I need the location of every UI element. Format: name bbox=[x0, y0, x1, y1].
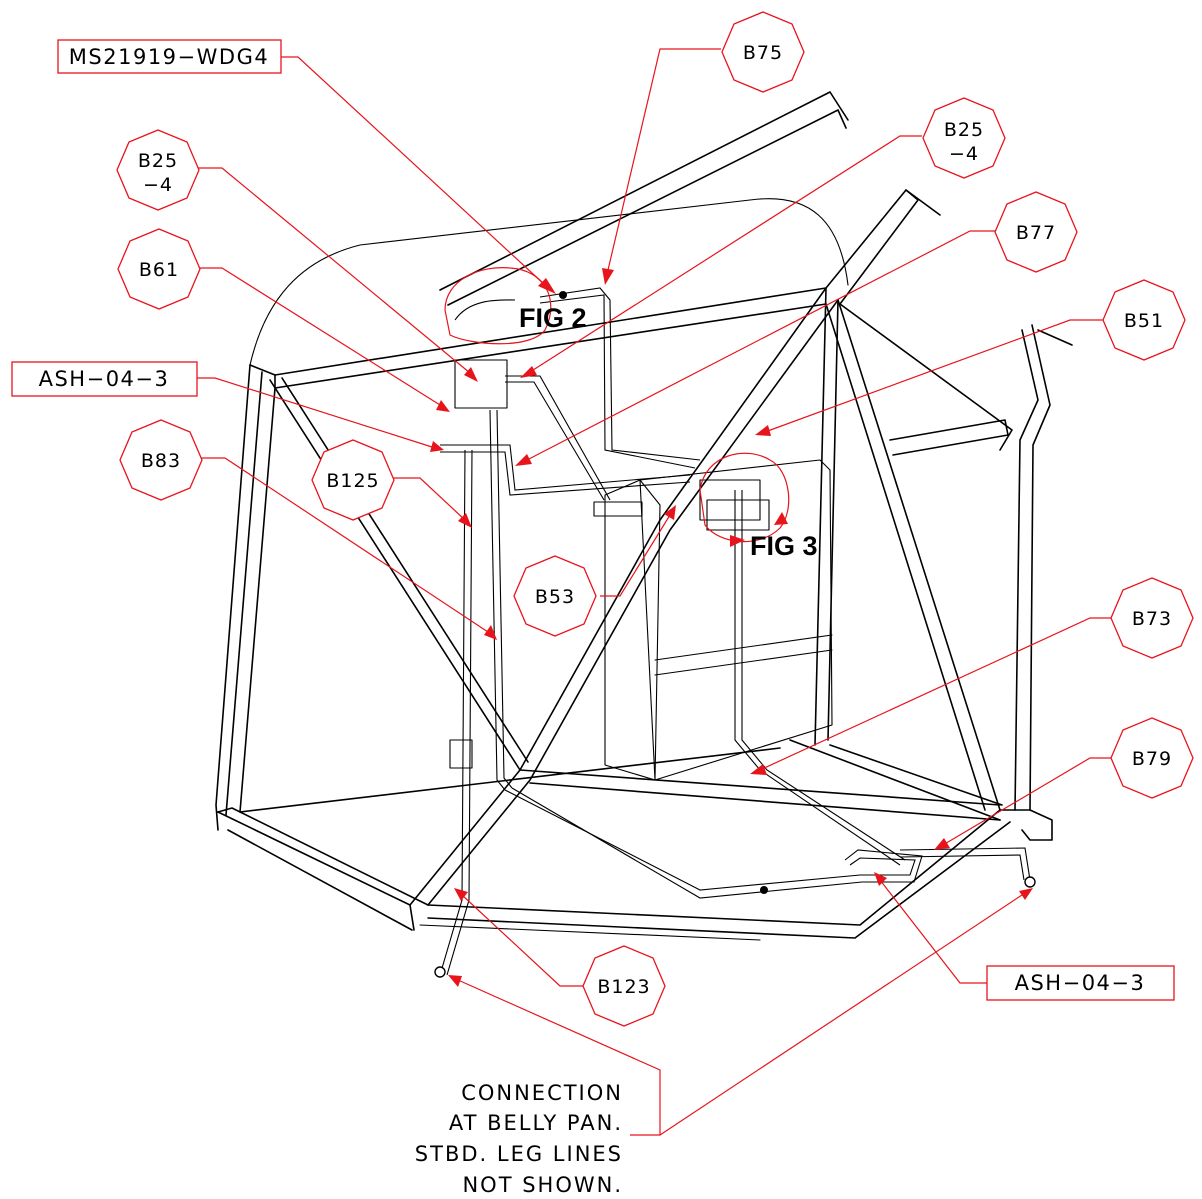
partbox-ash-left-label: ASH−04−3 bbox=[39, 367, 170, 391]
note-line-3: STBD. LEG LINES bbox=[415, 1142, 623, 1166]
note-line-4: NOT SHOWN. bbox=[462, 1173, 623, 1197]
callout-b77: B77 bbox=[994, 191, 1078, 273]
callout-b25-left-line2: −4 bbox=[143, 174, 173, 196]
fig2-label: FIG 2 bbox=[519, 303, 587, 333]
callout-b79: B79 bbox=[1110, 717, 1194, 799]
callout-b73-label: B73 bbox=[1132, 608, 1172, 630]
callout-b61: B61 bbox=[117, 228, 201, 310]
callout-b25-top-line1: B25 bbox=[944, 119, 984, 141]
callout-b25-top-line2: −4 bbox=[949, 143, 979, 165]
callout-b123-label: B123 bbox=[597, 976, 650, 998]
fuel-tank bbox=[593, 459, 833, 781]
callout-b125-label: B125 bbox=[326, 470, 379, 492]
note-line-2: AT BELLY PAN. bbox=[449, 1111, 623, 1135]
callout-b53: B53 bbox=[513, 555, 597, 637]
airframe-structure bbox=[215, 91, 1073, 941]
callout-b25-top: B25 −4 bbox=[922, 97, 1006, 179]
note-text: CONNECTION AT BELLY PAN. STBD. LEG LINES… bbox=[415, 1081, 623, 1197]
partbox-ash-right: ASH−04−3 bbox=[986, 965, 1175, 1001]
partbox-ms21919: MS21919−WDG4 bbox=[57, 39, 282, 74]
callout-b83-label: B83 bbox=[141, 450, 181, 472]
callout-b75: B75 bbox=[721, 11, 805, 93]
partbox-ash-right-label: ASH−04−3 bbox=[1015, 971, 1146, 995]
callout-b79-label: B79 bbox=[1132, 748, 1172, 770]
partbox-ash-left: ASH−04−3 bbox=[11, 361, 198, 397]
fig3-label: FIG 3 bbox=[750, 531, 818, 561]
callout-b51-label: B51 bbox=[1124, 310, 1164, 332]
callout-b25-left-line1: B25 bbox=[138, 150, 178, 172]
callout-b75-label: B75 bbox=[743, 42, 783, 64]
partbox-ms21919-label: MS21919−WDG4 bbox=[69, 45, 269, 69]
callout-b83: B83 bbox=[119, 419, 203, 501]
callout-b61-label: B61 bbox=[139, 259, 179, 281]
callout-b51: B51 bbox=[1102, 279, 1186, 361]
callout-b73: B73 bbox=[1110, 577, 1194, 659]
callout-b25-left: B25 −4 bbox=[116, 129, 200, 211]
callout-b125: B125 bbox=[311, 439, 395, 521]
fig2-region bbox=[444, 267, 552, 345]
callout-b53-label: B53 bbox=[535, 586, 575, 608]
callout-b77-label: B77 bbox=[1016, 222, 1056, 244]
hydraulic-lines bbox=[434, 287, 1036, 978]
leaders bbox=[197, 48, 1112, 1136]
fig3-region bbox=[699, 452, 790, 543]
callout-b123: B123 bbox=[582, 945, 666, 1027]
note-line-1: CONNECTION bbox=[461, 1081, 623, 1105]
